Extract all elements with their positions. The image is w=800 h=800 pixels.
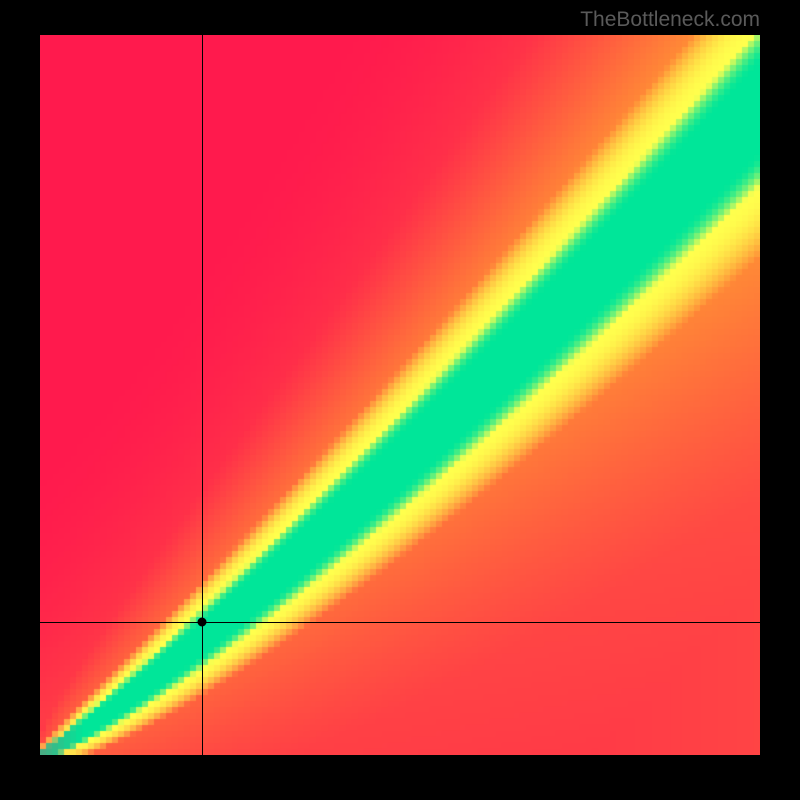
- plot-area: [40, 35, 760, 755]
- crosshair-horizontal: [40, 622, 760, 623]
- watermark-text: TheBottleneck.com: [580, 8, 760, 32]
- heatmap-canvas: [40, 35, 760, 755]
- data-point-marker: [198, 617, 207, 626]
- crosshair-vertical: [202, 35, 203, 755]
